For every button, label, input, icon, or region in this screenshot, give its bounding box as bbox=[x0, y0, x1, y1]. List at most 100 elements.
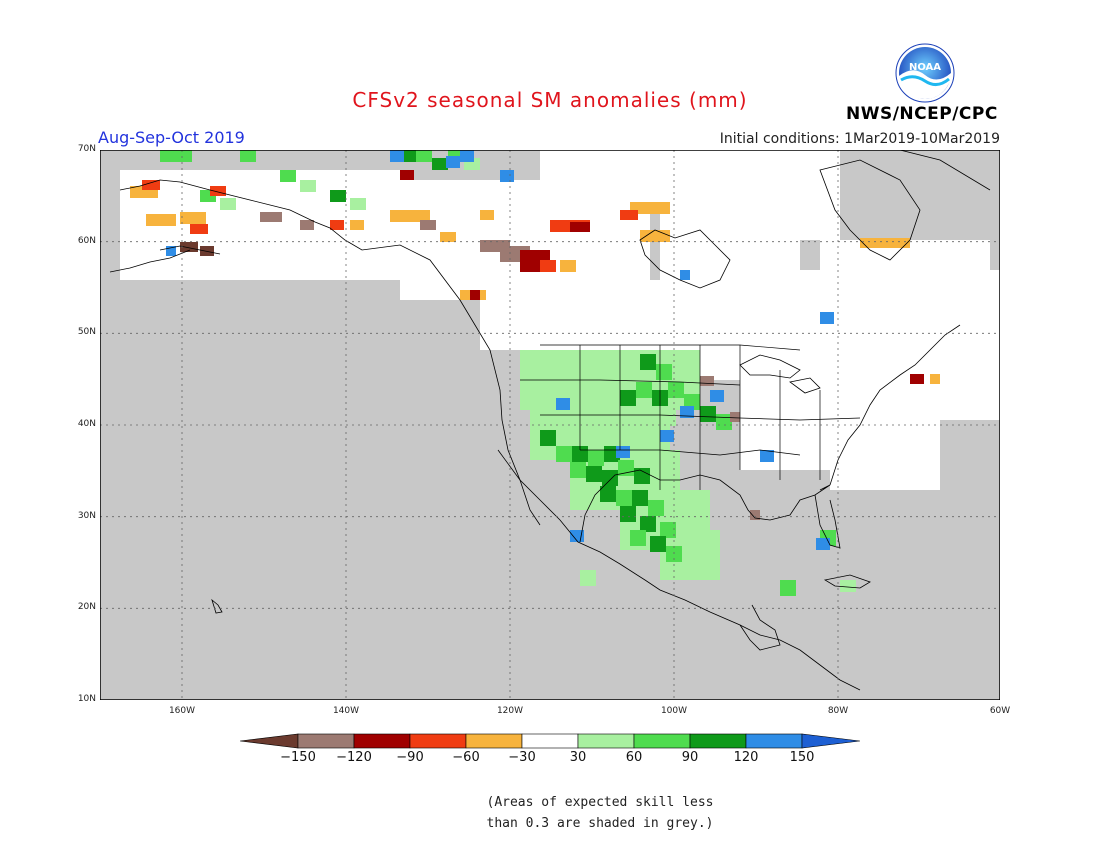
latitude-label: 30N bbox=[77, 510, 96, 521]
latitude-label: 40N bbox=[77, 419, 96, 429]
anomaly-cell bbox=[350, 198, 366, 210]
anomaly-cell bbox=[660, 430, 674, 442]
anomaly-cell bbox=[240, 150, 256, 162]
anomaly-cell bbox=[634, 468, 650, 484]
anomaly-cell bbox=[700, 376, 714, 386]
anomaly-cell bbox=[910, 374, 924, 384]
anomaly-cell bbox=[620, 210, 638, 220]
anomaly-cell bbox=[190, 224, 208, 234]
anomaly-cell bbox=[820, 312, 834, 324]
anomaly-cell bbox=[300, 180, 316, 192]
anomaly-cell bbox=[570, 462, 586, 478]
anomaly-cell bbox=[680, 406, 694, 418]
colorbar-tick-label: 120 bbox=[733, 750, 759, 765]
anomaly-cell bbox=[616, 446, 630, 458]
longitude-label: 120W bbox=[496, 706, 524, 716]
anomaly-cell bbox=[220, 198, 236, 210]
colorbar-box bbox=[240, 733, 299, 749]
colorbar-box bbox=[801, 733, 860, 749]
anomaly-cell bbox=[280, 170, 296, 182]
anomaly-cell bbox=[390, 150, 404, 162]
anomaly-cell bbox=[760, 450, 774, 462]
anomaly-cell bbox=[160, 150, 176, 162]
anomaly-cell bbox=[560, 260, 576, 272]
anomaly-cell bbox=[300, 220, 314, 230]
colorbar-box bbox=[577, 733, 635, 749]
anomaly-cell bbox=[616, 490, 632, 506]
anomaly-cell bbox=[630, 202, 670, 214]
anomaly-cell bbox=[146, 214, 176, 226]
longitude-label: 140W bbox=[332, 706, 360, 716]
anomaly-cell bbox=[632, 490, 648, 506]
colorbar-tick-label: 60 bbox=[625, 750, 643, 765]
anomaly-cell bbox=[620, 390, 636, 406]
colorbar-box bbox=[521, 733, 579, 749]
skill-note-line2: than 0.3 are shaded in grey.) bbox=[486, 816, 714, 831]
colorbar-box bbox=[353, 733, 411, 749]
anomaly-cell bbox=[840, 580, 856, 592]
anomaly-cell bbox=[540, 430, 556, 446]
colorbar-tick-label: −150 bbox=[280, 750, 316, 765]
anomaly-cell bbox=[400, 170, 414, 180]
anomaly-cell bbox=[500, 170, 514, 182]
anomaly-cell bbox=[390, 210, 430, 222]
anomaly-cell bbox=[820, 240, 990, 300]
anomaly-cell bbox=[166, 246, 176, 256]
anomaly-cell bbox=[570, 222, 590, 232]
anomaly-cell bbox=[860, 238, 910, 248]
anomaly-cell bbox=[720, 150, 840, 240]
colorbar-tick-label: −120 bbox=[336, 750, 372, 765]
longitude-label: 80W bbox=[827, 706, 849, 716]
anomaly-cell bbox=[648, 500, 664, 516]
skill-note-line1: (Areas of expected skill less bbox=[486, 795, 714, 810]
anomaly-cell bbox=[260, 212, 282, 222]
anomaly-cell bbox=[540, 260, 556, 272]
anomaly-cell bbox=[656, 364, 672, 380]
anomaly-cell bbox=[142, 180, 160, 190]
anomaly-cell bbox=[716, 414, 732, 430]
anomaly-cell bbox=[176, 150, 192, 162]
colorbar-tick-label: −30 bbox=[508, 750, 536, 765]
latitude-label: 10N bbox=[77, 694, 96, 704]
graticule bbox=[100, 150, 1000, 700]
skill-note: (Areas of expected skill less than 0.3 a… bbox=[420, 792, 780, 834]
anomaly-cell bbox=[432, 158, 448, 170]
colorbar-box bbox=[409, 733, 467, 749]
initial-conditions-label: Initial conditions: 1Mar2019-10Mar2019 bbox=[719, 131, 1000, 147]
anomaly-cell bbox=[480, 210, 494, 220]
anomaly-cell bbox=[586, 466, 602, 482]
latitude-label: 70N bbox=[77, 144, 96, 154]
anomaly-cell bbox=[580, 570, 596, 586]
colorbar-box bbox=[633, 733, 691, 749]
colorbar-box bbox=[745, 733, 803, 749]
longitude-label: 60W bbox=[989, 706, 1011, 716]
anomaly-cell bbox=[446, 156, 460, 168]
anomaly-cell bbox=[180, 242, 198, 252]
colorbar-tick-label: −90 bbox=[396, 750, 424, 765]
anomaly-cell bbox=[416, 150, 432, 162]
season-label: Aug-Sep-Oct 2019 bbox=[98, 128, 245, 147]
anomaly-cell bbox=[816, 538, 830, 550]
anomaly-cell bbox=[710, 390, 724, 402]
anomaly-cell bbox=[668, 382, 684, 398]
anomaly-cell bbox=[556, 398, 570, 410]
map-title: CFSv2 seasonal SM anomalies (mm) bbox=[352, 88, 748, 112]
colorbar-tick-label: 150 bbox=[789, 750, 815, 765]
anomaly-cell bbox=[660, 522, 676, 538]
colorbar-tick-label: 90 bbox=[681, 750, 699, 765]
anomaly-cell bbox=[830, 410, 940, 490]
colorbar-box bbox=[297, 733, 355, 749]
anomaly-cell bbox=[600, 486, 616, 502]
anomaly-cell bbox=[650, 536, 666, 552]
colorbar-boxes bbox=[240, 733, 860, 749]
latitude-label: 60N bbox=[77, 235, 96, 246]
anomaly-cell bbox=[440, 232, 456, 242]
state-borders bbox=[520, 344, 861, 490]
anomaly-cell bbox=[630, 530, 646, 546]
anomaly-cell bbox=[750, 510, 760, 520]
anomaly-cell bbox=[180, 212, 206, 224]
anomaly-cell bbox=[640, 230, 670, 242]
anomaly-cell bbox=[460, 150, 474, 162]
anomaly-cell bbox=[640, 354, 656, 370]
agency-label: NWS/NCEP/CPC bbox=[846, 104, 998, 124]
